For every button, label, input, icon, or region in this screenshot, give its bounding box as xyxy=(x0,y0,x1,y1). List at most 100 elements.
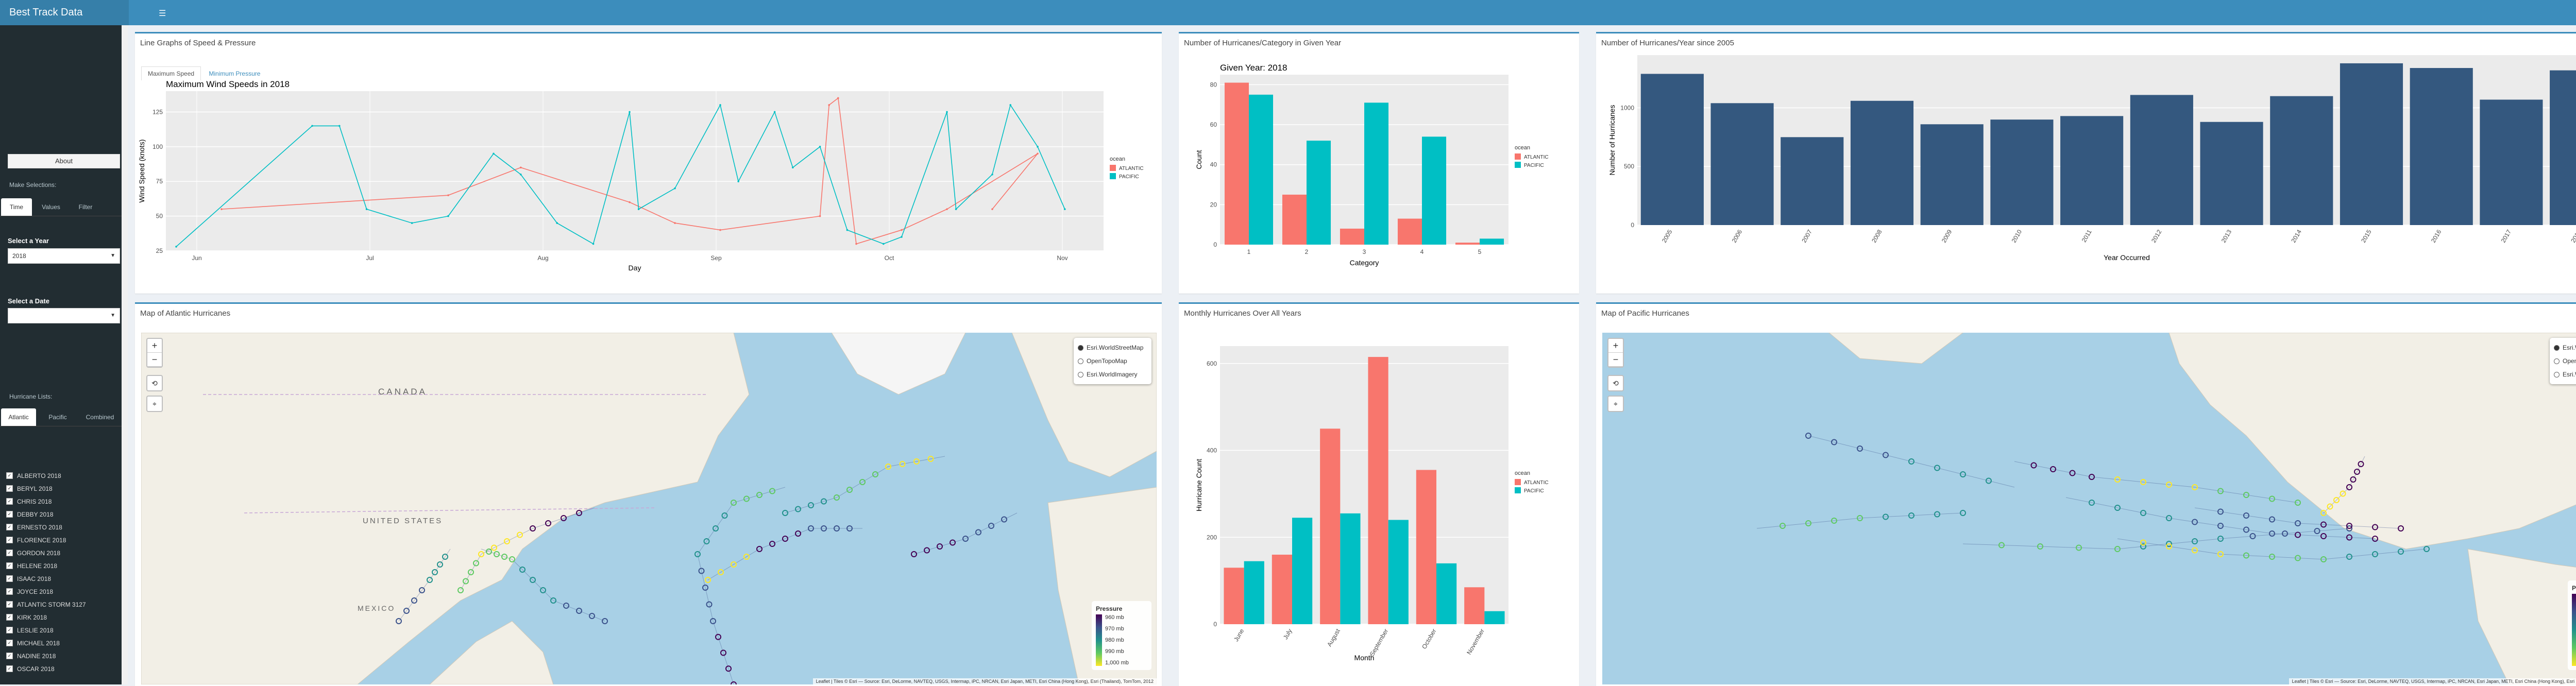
about-button[interactable]: About xyxy=(8,154,120,168)
checkbox-icon[interactable]: ✓ xyxy=(6,562,13,569)
y-tick-label: 400 xyxy=(1207,447,1217,454)
checkbox-icon[interactable]: ✓ xyxy=(6,627,13,633)
category-panel: Number of Hurricanes/Category in Given Y… xyxy=(1179,32,1579,294)
bar-atlantic xyxy=(1320,428,1341,624)
checkbox-icon[interactable]: ✓ xyxy=(6,485,13,492)
zoom-in-button[interactable]: + xyxy=(1608,339,1623,353)
y-axis-label: Count xyxy=(1195,150,1203,169)
track-point xyxy=(718,569,724,575)
year-select[interactable]: 2018 ▼ xyxy=(8,248,120,264)
hurricane-checkbox-item[interactable]: ✓ BERYL 2018 xyxy=(6,482,115,495)
track-point xyxy=(743,495,750,502)
date-select[interactable]: ▼ xyxy=(8,308,120,323)
storm-track xyxy=(460,507,595,591)
track-point xyxy=(2037,543,2043,550)
hurricane-name: ERNESTO 2018 xyxy=(17,523,62,531)
checkbox-icon[interactable]: ✓ xyxy=(6,524,13,530)
track-point xyxy=(2372,536,2378,542)
atlantic-map[interactable]: CANADA UNITED STATES MEXICO + − ⟲ ⌖ Esri.… xyxy=(141,333,1157,684)
hurricane-checkbox-item[interactable]: ✓ MICHAEL 2018 xyxy=(6,637,115,649)
tab-combined[interactable]: Combined xyxy=(86,414,114,421)
checkbox-icon[interactable]: ✓ xyxy=(6,614,13,621)
legend-label: 970 mb xyxy=(1105,626,1124,632)
y-tick-label: 20 xyxy=(1210,201,1217,208)
hurricane-checkbox-item[interactable]: ✓ LESLIE 2018 xyxy=(6,624,115,637)
track-point xyxy=(2166,543,2172,550)
sidebar-scrollbar[interactable] xyxy=(122,25,128,684)
checkbox-icon[interactable]: ✓ xyxy=(6,472,13,479)
checkbox-icon[interactable]: ✓ xyxy=(6,601,13,608)
layer-option[interactable]: OpenTopoMap xyxy=(2554,354,2576,368)
zoom-in-button[interactable]: + xyxy=(147,339,162,353)
checkbox-icon[interactable]: ✓ xyxy=(6,511,13,518)
hurricane-checkbox-item[interactable]: ✓ DEBBY 2018 xyxy=(6,508,115,521)
checkbox-icon[interactable]: ✓ xyxy=(6,640,13,646)
checkbox-icon[interactable]: ✓ xyxy=(6,537,13,543)
reset-view-icon[interactable]: ⟲ xyxy=(1607,375,1624,391)
y-axis-label: Wind Speed (knots) xyxy=(138,140,146,203)
hurricane-name: NADINE 2018 xyxy=(17,652,56,660)
checkbox-icon[interactable]: ✓ xyxy=(6,498,13,505)
tab-time[interactable]: Time xyxy=(1,198,32,216)
zoom-out-button[interactable]: − xyxy=(1608,353,1623,367)
zoom-out-button[interactable]: − xyxy=(147,353,162,367)
layer-option[interactable]: Esri.WorldStreetMap xyxy=(1078,341,1147,354)
hurricane-checkbox-item[interactable]: ✓ JOYCE 2018 xyxy=(6,585,115,598)
hurricane-checkbox-item[interactable]: ✓ ATLANTIC STORM 3127 xyxy=(6,598,115,611)
hurricane-checkbox-item[interactable]: ✓ HELENE 2018 xyxy=(6,559,115,572)
layer-control[interactable]: Esri.WorldStreetMap OpenTopoMap Esri.Wor… xyxy=(1074,338,1151,384)
checkbox-icon[interactable]: ✓ xyxy=(6,653,13,659)
tab-maximum-speed[interactable]: Maximum Speed xyxy=(141,66,201,80)
storm-track xyxy=(481,548,605,622)
checkbox-icon[interactable]: ✓ xyxy=(6,665,13,672)
tab-filter[interactable]: Filter xyxy=(78,203,93,211)
tab-atlantic[interactable]: Atlantic xyxy=(1,408,36,426)
hurricane-checkbox-item[interactable]: ✓ OSCAR 2018 xyxy=(6,662,115,675)
locate-icon[interactable]: ⌖ xyxy=(1607,396,1624,412)
x-tick-label: Nov xyxy=(1057,254,1067,262)
hurricane-checkbox-item[interactable]: ✓ KIRK 2018 xyxy=(6,611,115,624)
monthly-panel: Monthly Hurricanes Over All Years 0 200 40… xyxy=(1179,302,1579,686)
x-tick-label: 4 xyxy=(1420,248,1424,255)
checkbox-icon[interactable]: ✓ xyxy=(6,550,13,556)
hurricane-name: KIRK 2018 xyxy=(17,613,47,621)
data-point xyxy=(221,208,223,210)
layer-option[interactable]: Esri.WorldStreetMap xyxy=(2554,341,2576,354)
hamburger-icon[interactable]: ☰ xyxy=(159,9,166,18)
hurricane-checkbox-item[interactable]: ✓ ISAAC 2018 xyxy=(6,572,115,585)
locate-icon[interactable]: ⌖ xyxy=(146,396,163,412)
track-point xyxy=(2346,523,2352,529)
chart-title: Given Year: 2018 xyxy=(1220,63,1287,73)
layer-option[interactable]: Esri.WorldImagery xyxy=(1078,368,1147,381)
track-point xyxy=(808,502,814,508)
tab-pacific[interactable]: Pacific xyxy=(48,414,67,421)
track-point xyxy=(2327,503,2333,510)
year-bar xyxy=(2480,99,2543,225)
layer-option[interactable]: OpenTopoMap xyxy=(1078,354,1147,368)
reset-view-icon[interactable]: ⟲ xyxy=(146,375,163,391)
plot-background xyxy=(1220,346,1509,624)
storm-track xyxy=(2065,497,2376,539)
checkbox-icon[interactable]: ✓ xyxy=(6,575,13,582)
bar-pacific xyxy=(1364,102,1389,245)
panel-title: Number of Hurricanes/Year since 2005 xyxy=(1601,39,1734,47)
hurricane-checkbox-item[interactable]: ✓ NADINE 2018 xyxy=(6,649,115,662)
track-point xyxy=(721,512,728,519)
data-point xyxy=(773,111,776,113)
hurricane-checkbox-item[interactable]: ✓ ALBERTO 2018 xyxy=(6,469,115,482)
tab-minimum-pressure[interactable]: Minimum Pressure xyxy=(209,70,261,77)
layer-option[interactable]: Esri.WorldImagery xyxy=(2554,368,2576,381)
year-bar xyxy=(1850,100,1914,225)
hurricane-name: ATLANTIC STORM 3127 xyxy=(17,601,86,608)
pacific-map[interactable]: +− ⟲ ⌖ Esri.WorldStreetMap OpenTopoMap E… xyxy=(1602,333,2576,684)
hurricane-checkbox-item[interactable]: ✓ GORDON 2018 xyxy=(6,546,115,559)
track-point xyxy=(2192,547,2198,554)
track-point xyxy=(705,577,711,583)
hurricane-checkbox-item[interactable]: ✓ CHRIS 2018 xyxy=(6,495,115,508)
hurricane-checkbox-item[interactable]: ✓ FLORENCE 2018 xyxy=(6,534,115,546)
tab-values[interactable]: Values xyxy=(42,203,60,211)
hurricane-lists-label: Hurricane Lists: xyxy=(9,393,53,400)
checkbox-icon[interactable]: ✓ xyxy=(6,588,13,595)
layer-control[interactable]: Esri.WorldStreetMap OpenTopoMap Esri.Wor… xyxy=(2550,338,2576,384)
hurricane-checkbox-item[interactable]: ✓ ERNESTO 2018 xyxy=(6,521,115,534)
